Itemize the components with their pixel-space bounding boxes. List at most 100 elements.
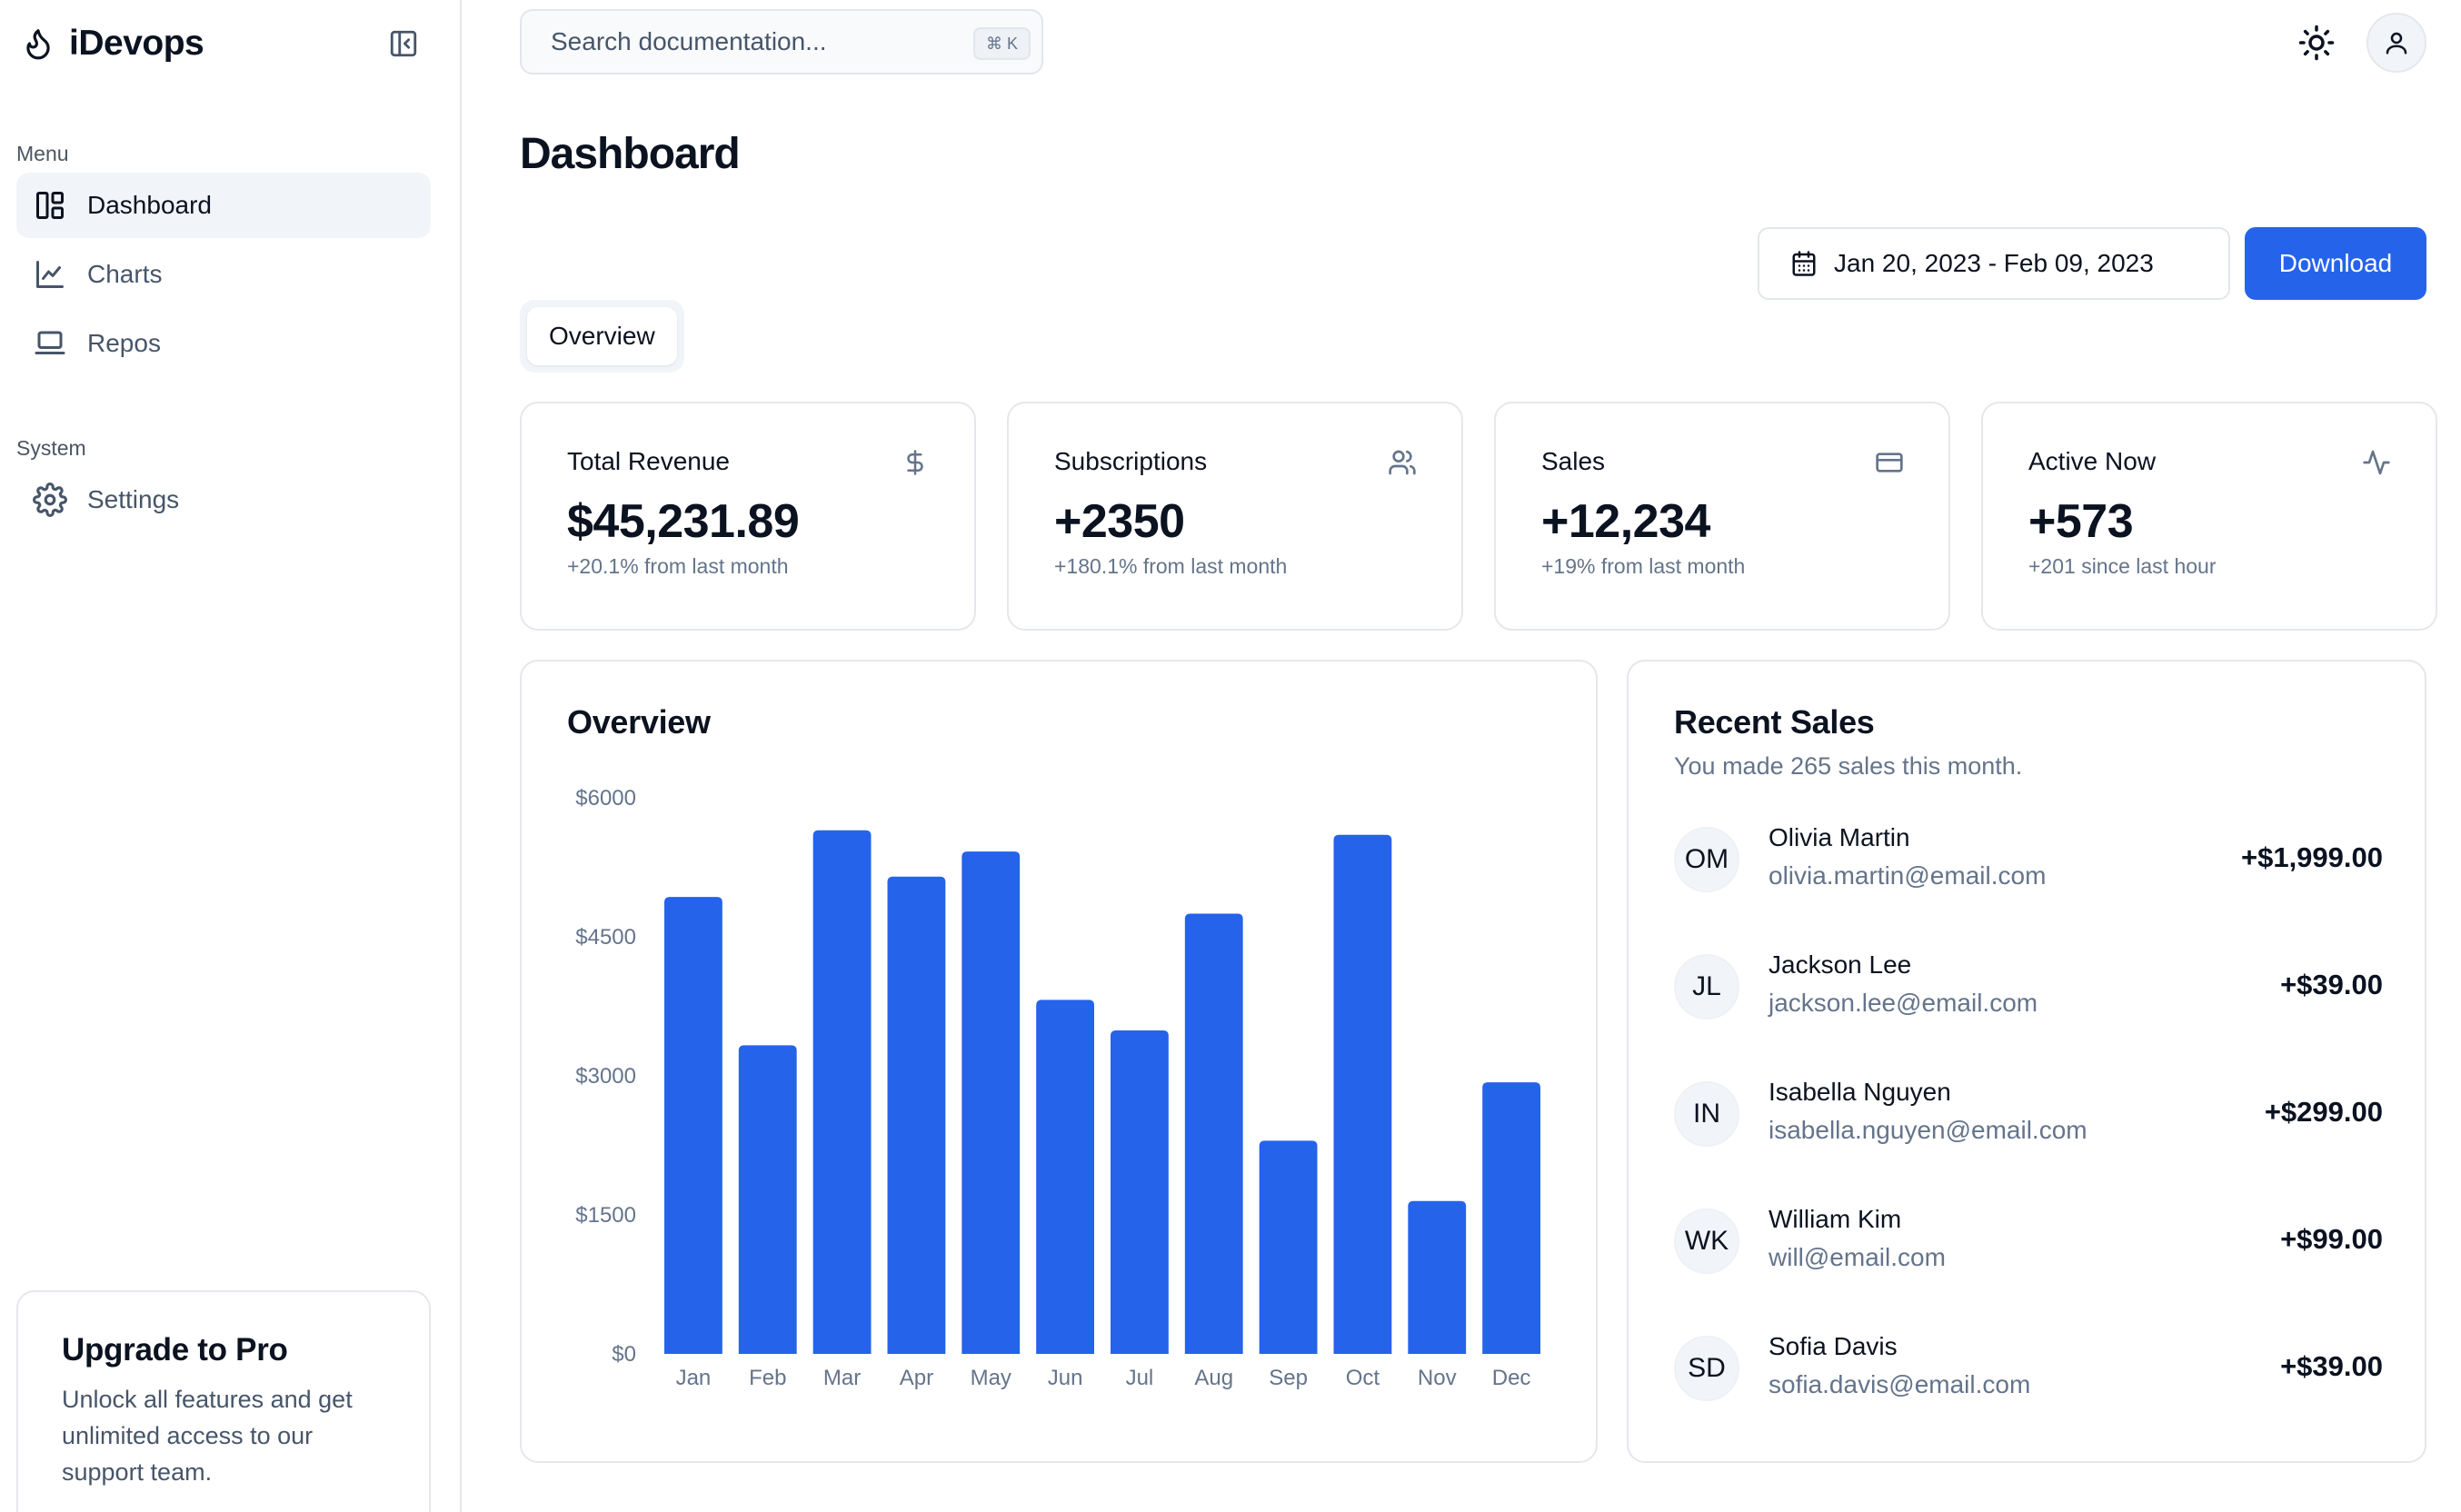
bar-mar[interactable]	[812, 830, 872, 1354]
menu-section-label: Menu	[16, 142, 69, 165]
y-tick-label: $3000	[575, 1064, 636, 1089]
bar-apr[interactable]	[887, 876, 946, 1354]
stat-title: Total Revenue	[567, 447, 731, 475]
credit-card-icon	[1874, 447, 1905, 478]
avatar: OM	[1674, 827, 1739, 892]
sidebar-item-label: Settings	[87, 485, 180, 513]
bar-jan[interactable]	[664, 897, 722, 1354]
sidebar-item-dashboard[interactable]: Dashboard	[16, 173, 431, 238]
sidebar-item-repos[interactable]: Repos	[16, 311, 431, 376]
search-input[interactable]: Search documentation... ⌘ K	[520, 9, 1043, 75]
sale-amount: +$39.00	[2280, 969, 2383, 1000]
search-placeholder: Search documentation...	[551, 27, 827, 55]
search-shortcut-hint: ⌘ K	[972, 27, 1031, 60]
recent-sales-title: Recent Sales	[1674, 703, 1875, 741]
customer-email: sofia.davis@email.com	[1769, 1370, 2031, 1398]
date-range-picker[interactable]: Jan 20, 2023 - Feb 09, 2023	[1758, 227, 2230, 300]
sale-row[interactable]: IN Isabella Nguyen isabella.nguyen@email…	[1674, 1078, 2383, 1150]
date-range-text: Jan 20, 2023 - Feb 09, 2023	[1834, 249, 2154, 277]
x-tick-label: Jun	[1048, 1366, 1083, 1390]
calendar-icon	[1792, 251, 1816, 276]
customer-name: Olivia Martin	[1769, 823, 1910, 851]
user-icon	[2386, 32, 2407, 55]
bar-jun[interactable]	[1036, 1000, 1094, 1354]
x-tick-label: Jan	[676, 1366, 712, 1390]
line-chart-icon	[33, 257, 67, 292]
stat-change: +19% from last month	[1541, 554, 1746, 578]
gear-icon	[33, 482, 67, 517]
upgrade-title: Upgrade to Pro	[62, 1332, 288, 1368]
chart-title: Overview	[567, 703, 711, 741]
dollar-icon	[900, 447, 931, 478]
recent-sales-card: Recent Sales You made 265 sales this mon…	[1627, 660, 2426, 1463]
system-section-label: System	[16, 436, 86, 460]
x-tick-label: Feb	[749, 1366, 786, 1390]
y-tick-label: $4500	[575, 925, 636, 950]
y-tick-label: $0	[612, 1342, 636, 1367]
stat-value: +573	[2028, 495, 2134, 548]
avatar: SD	[1674, 1336, 1739, 1401]
brand-name: iDevops	[69, 24, 204, 63]
stat-title: Active Now	[2028, 447, 2157, 475]
sun-icon	[2298, 25, 2335, 61]
stat-card-active-now: Active Now +573 +201 since last hour	[1981, 402, 2437, 631]
x-tick-label: Aug	[1194, 1366, 1233, 1390]
bar-dec[interactable]	[1482, 1082, 1540, 1354]
upgrade-card[interactable]: Upgrade to Pro Unlock all features and g…	[16, 1290, 431, 1512]
activity-icon	[2361, 447, 2392, 478]
stat-value: $45,231.89	[567, 495, 800, 548]
sidebar-item-settings[interactable]: Settings	[16, 467, 431, 532]
customer-name: William Kim	[1769, 1205, 1902, 1233]
y-tick-label: $6000	[575, 786, 636, 811]
stat-card-total-revenue: Total Revenue $45,231.89 +20.1% from las…	[520, 402, 976, 631]
customer-email: jackson.lee@email.com	[1769, 989, 2038, 1017]
sale-row[interactable]: JL Jackson Lee jackson.lee@email.com +$3…	[1674, 950, 2383, 1023]
user-menu-button[interactable]	[2366, 13, 2426, 73]
stat-card-subscriptions: Subscriptions +2350 +180.1% from last mo…	[1007, 402, 1463, 631]
brand[interactable]: iDevops	[20, 20, 204, 67]
sale-amount: +$1,999.00	[2240, 841, 2383, 873]
tab-overview[interactable]: Overview	[527, 307, 677, 365]
stat-value: +12,234	[1541, 495, 1710, 548]
overview-chart-card: Overview $0 $1500 $3000 $4500 $6000 Jan Feb Mar…	[520, 660, 1598, 1463]
sidebar-item-charts[interactable]: Charts	[16, 242, 431, 307]
x-tick-label: Dec	[1492, 1366, 1531, 1390]
customer-email: isabella.nguyen@email.com	[1769, 1116, 2087, 1144]
bar-feb[interactable]	[738, 1045, 797, 1354]
x-tick-label: Apr	[900, 1366, 933, 1390]
laptop-icon	[33, 326, 67, 361]
stat-value: +2350	[1054, 495, 1185, 548]
flame-icon	[20, 24, 56, 64]
x-tick-label: Mar	[823, 1366, 861, 1390]
stat-title: Subscriptions	[1054, 447, 1208, 475]
page-title: Dashboard	[520, 130, 741, 178]
sale-amount: +$39.00	[2280, 1350, 2383, 1382]
customer-email: olivia.martin@email.com	[1769, 861, 2047, 890]
sale-row[interactable]: WK William Kim will@email.com +$99.00	[1674, 1205, 2383, 1278]
bar-may[interactable]	[961, 851, 1021, 1354]
x-tick-label: Nov	[1418, 1366, 1457, 1390]
bar-aug[interactable]	[1184, 913, 1243, 1355]
upgrade-text: Unlock all features and get unlimited ac…	[62, 1386, 353, 1486]
download-button[interactable]: Download	[2245, 227, 2426, 300]
sidebar-item-label: Dashboard	[87, 191, 212, 219]
bar-nov[interactable]	[1408, 1200, 1467, 1354]
bar-sep[interactable]	[1259, 1140, 1318, 1354]
x-tick-label: Sep	[1269, 1366, 1308, 1390]
users-icon	[1387, 447, 1418, 478]
tabs: Overview	[520, 300, 684, 373]
stat-change: +180.1% from last month	[1054, 554, 1288, 578]
sale-row[interactable]: SD Sofia Davis sofia.davis@email.com +$3…	[1674, 1332, 2383, 1405]
collapse-sidebar-button[interactable]	[384, 24, 423, 64]
bar-jul[interactable]	[1111, 1030, 1169, 1354]
sale-row[interactable]: OM Olivia Martin olivia.martin@email.com…	[1674, 823, 2383, 896]
x-tick-label: Oct	[1346, 1366, 1380, 1390]
sidebar-item-label: Charts	[87, 260, 163, 288]
bar-oct[interactable]	[1333, 834, 1392, 1354]
theme-toggle-button[interactable]	[2294, 20, 2339, 65]
recent-sales-subtitle: You made 265 sales this month.	[1674, 752, 2023, 780]
sale-amount: +$99.00	[2280, 1223, 2383, 1255]
x-tick-label: May	[971, 1366, 1011, 1390]
stat-change: +201 since last hour	[2028, 554, 2217, 578]
stat-card-sales: Sales +12,234 +19% from last month	[1494, 402, 1950, 631]
